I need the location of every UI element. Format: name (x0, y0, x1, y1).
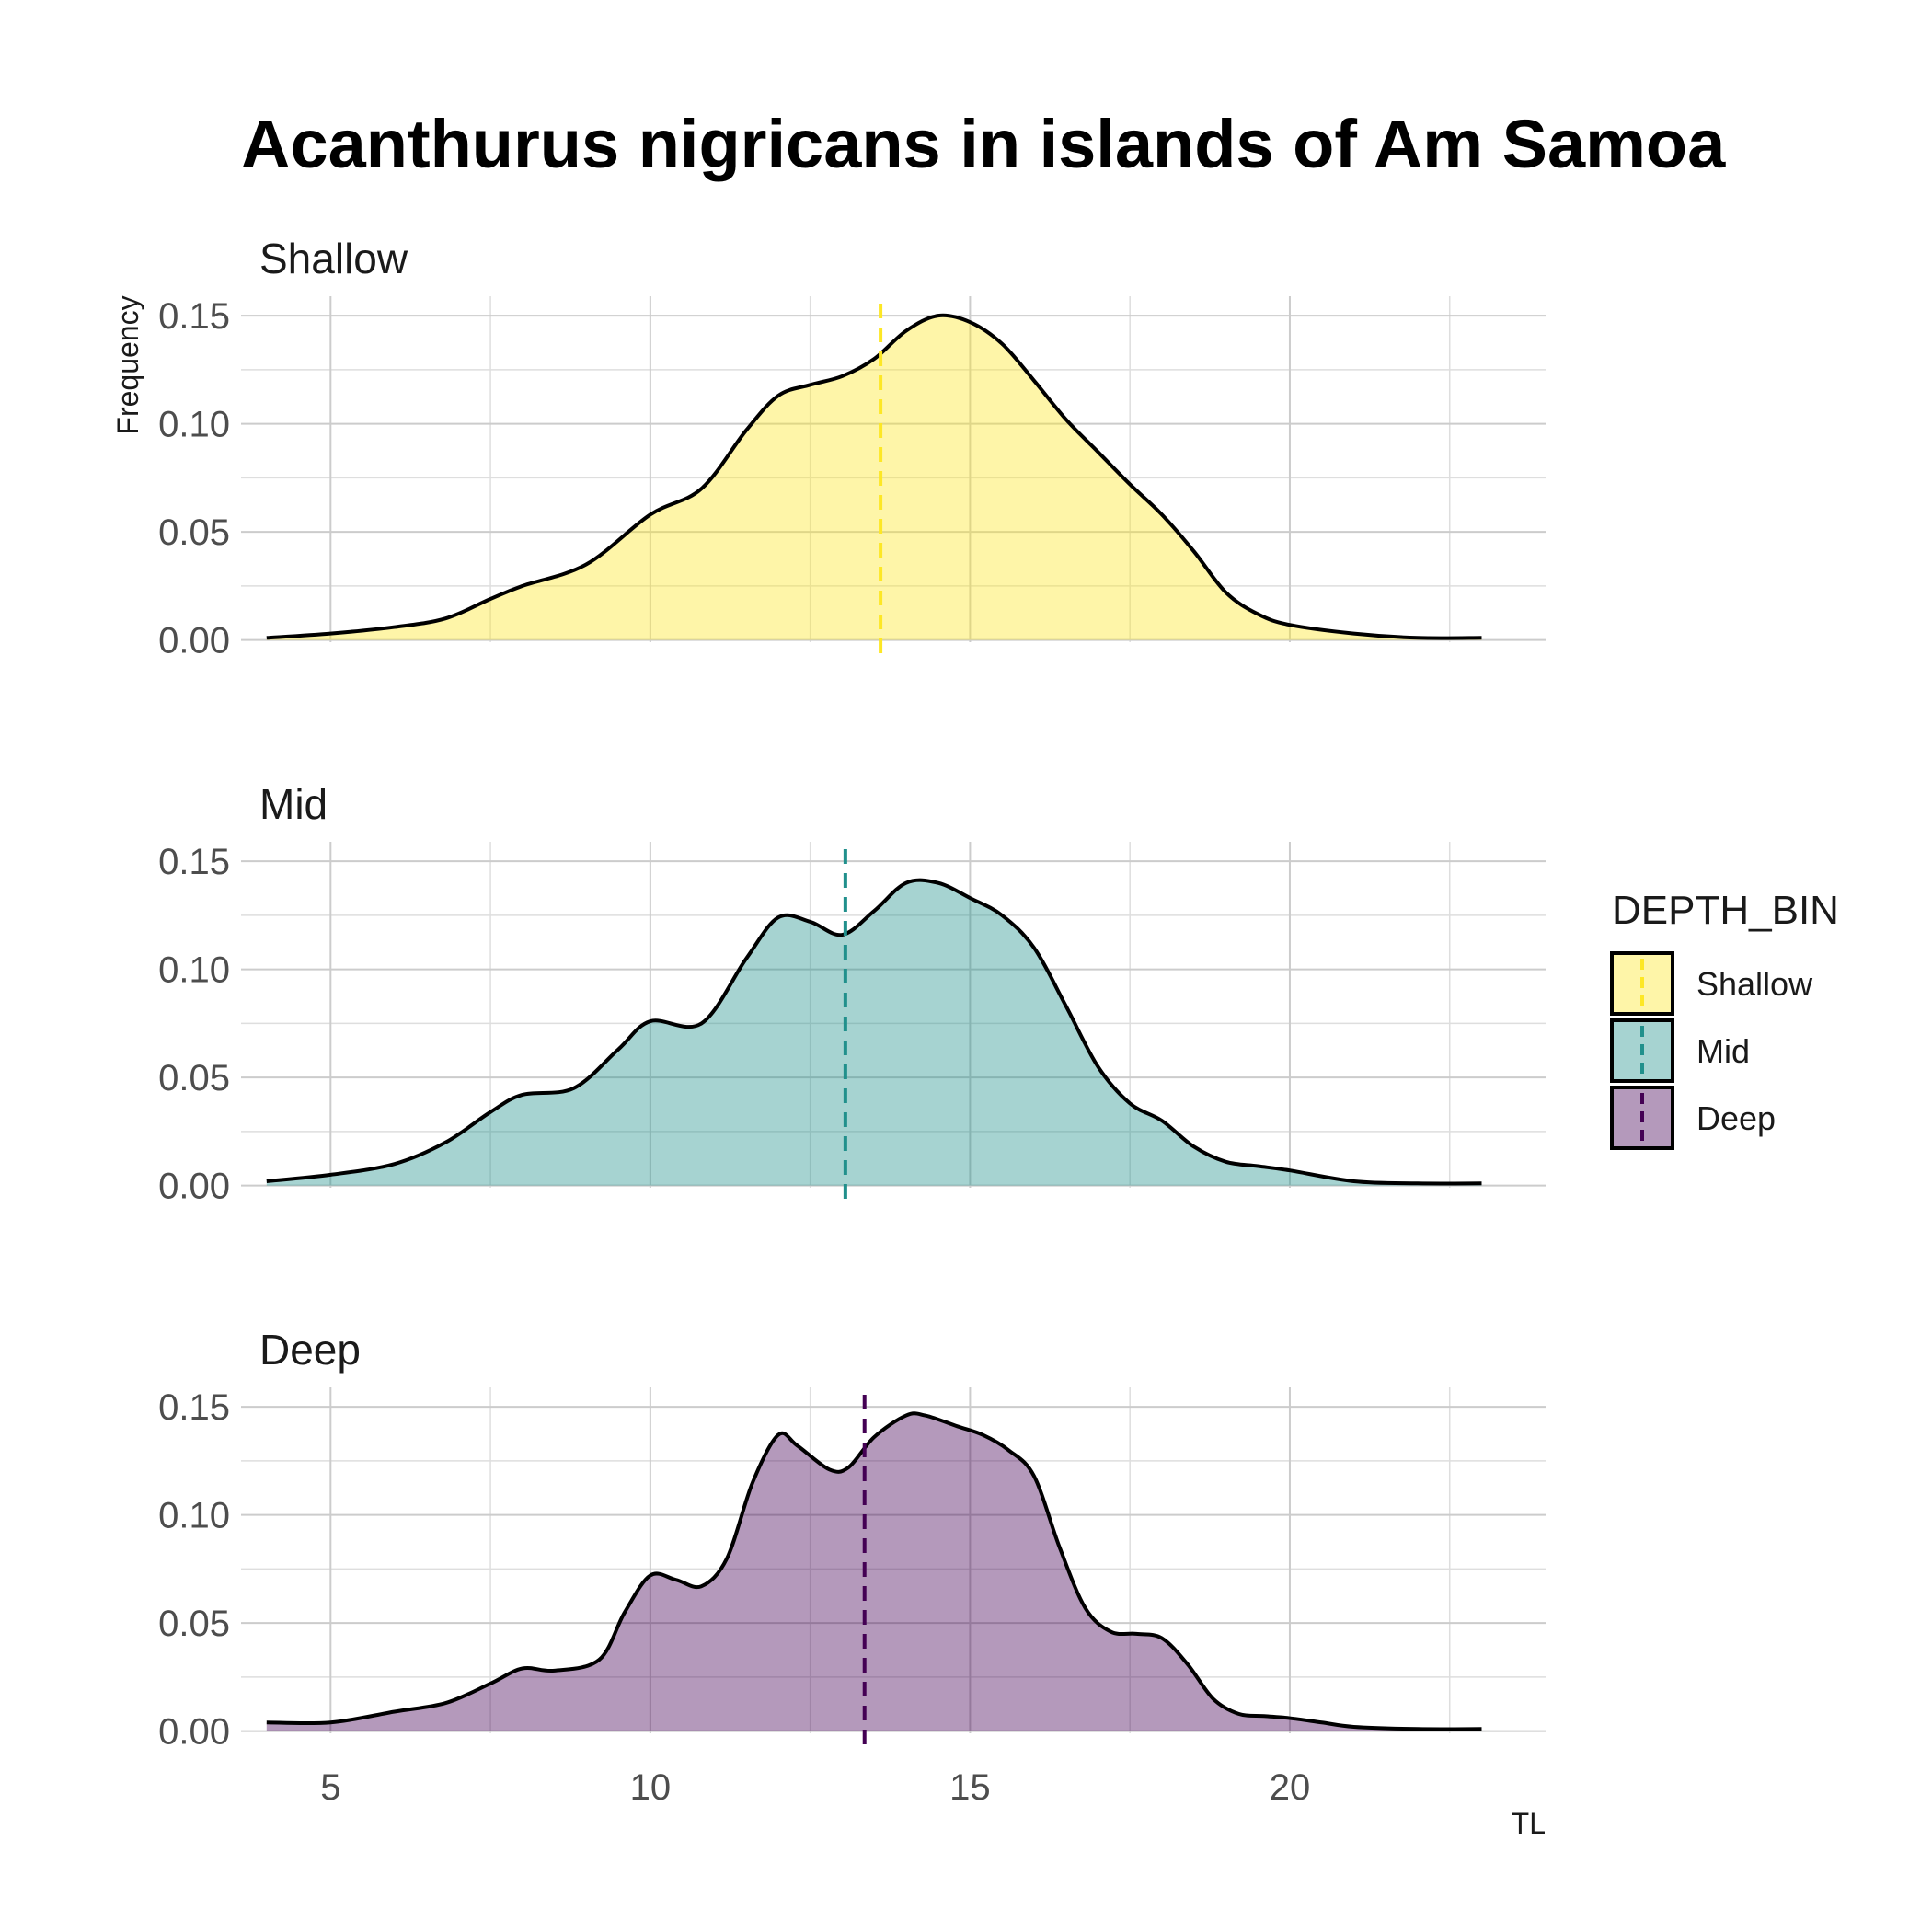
x-tick-label: 20 (1270, 1767, 1311, 1808)
x-tick-label: 15 (949, 1767, 991, 1808)
y-tick-label: 0.00 (158, 621, 230, 661)
y-tick-label: 0.15 (158, 842, 230, 882)
legend-keys: Shallow Mid Deep (1610, 951, 1813, 1150)
density-line-mid (266, 878, 1482, 1186)
y-tick-label: 0.05 (158, 1604, 230, 1644)
density-area-shallow (266, 315, 1482, 640)
legend-item-shallow: Shallow (1610, 951, 1813, 1016)
legend-title: DEPTH_BIN (1612, 888, 1839, 933)
facet-label: Shallow (259, 235, 408, 282)
y-tick-label: 0.10 (158, 950, 230, 991)
facet-panels: 0.00 0.05 0.10 0.15 Shallow 0.00 0.05 0.10 0.15 M… (158, 235, 1546, 1753)
x-tick-label: 5 (320, 1767, 340, 1808)
y-tick-label: 0.15 (158, 1387, 230, 1428)
facet-label: Mid (259, 780, 328, 828)
y-axis-title: Frequency (111, 295, 144, 434)
legend-label: Shallow (1696, 965, 1813, 1003)
y-tick-label: 0.00 (158, 1167, 230, 1207)
legend: DEPTH_BIN Shallow Mid Deep (1610, 888, 1839, 1150)
density-line-deep (266, 1411, 1482, 1731)
y-tick-label: 0.15 (158, 296, 230, 337)
facet-label: Deep (259, 1326, 361, 1374)
density-line-shallow (266, 313, 1482, 640)
y-tick-label: 0.10 (158, 405, 230, 445)
facet-panel-deep: 0.00 0.05 0.10 0.15 Deep (158, 1326, 1546, 1753)
y-tick-label: 0.05 (158, 512, 230, 553)
density-area-mid (266, 880, 1482, 1186)
x-tick-label: 10 (630, 1767, 672, 1808)
x-axis-title: TL (1512, 1807, 1546, 1840)
y-tick-label: 0.05 (158, 1058, 230, 1098)
chart-title: Acanthurus nigricans in islands of Am Sa… (241, 106, 1726, 182)
x-tick-labels: 5 10 15 20 (320, 1767, 1310, 1808)
facet-panel-mid: 0.00 0.05 0.10 0.15 Mid (158, 780, 1546, 1207)
legend-item-mid: Mid (1610, 1018, 1750, 1083)
density-area-deep (266, 1413, 1482, 1731)
legend-label: Mid (1696, 1032, 1750, 1070)
facet-panel-shallow: 0.00 0.05 0.10 0.15 Shallow (158, 235, 1546, 661)
y-tick-label: 0.00 (158, 1712, 230, 1753)
legend-item-deep: Deep (1610, 1086, 1776, 1150)
y-tick-label: 0.10 (158, 1496, 230, 1536)
legend-label: Deep (1696, 1099, 1776, 1137)
